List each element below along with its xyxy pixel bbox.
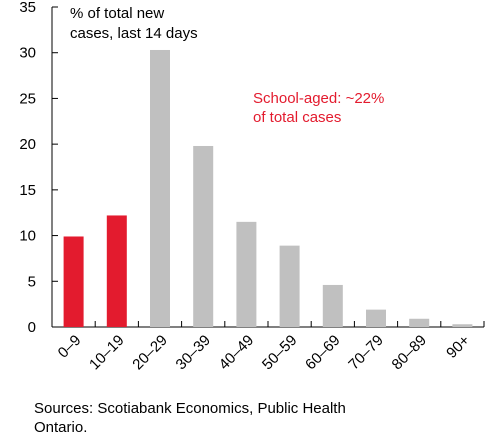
age-distribution-chart: 0 5 10 15 20 25 30 35 0–9 10–19 20–29 30–39 40–49 50–… [19, 0, 485, 374]
x-tick-label: 0–9 [55, 332, 85, 362]
annotation-line: School-aged: ~22% [253, 90, 384, 107]
source-note: Sources: Scotiabank Economics, Public He… [34, 399, 474, 437]
annotation-line: of total cases [253, 109, 341, 126]
y-tick-label: 30 [19, 45, 36, 62]
x-tick-label: 70–79 [345, 332, 387, 374]
bar-70–79 [366, 309, 386, 327]
y-tick-label: 5 [28, 273, 36, 290]
source-line-2: Ontario. [34, 419, 88, 436]
y-tick-label: 25 [19, 90, 36, 107]
bar-90+ [452, 324, 473, 327]
y-tick-label: 10 [19, 228, 36, 245]
unit-label-line: % of total new [70, 5, 164, 22]
bar-40–49 [236, 221, 257, 327]
x-tick-label: 10–19 [86, 332, 128, 374]
bar-0–9 [63, 236, 84, 327]
y-tick-label: 0 [28, 319, 36, 336]
x-tick-label: 20–29 [129, 332, 171, 374]
source-line-1: Sources: Scotiabank Economics, Public He… [34, 400, 346, 417]
x-tick-label: 80–89 [389, 332, 431, 374]
bar-10–19 [106, 215, 127, 327]
x-tick-label: 50–59 [259, 332, 301, 374]
x-tick-label: 90+ [443, 332, 473, 362]
x-tick-label: 60–69 [302, 332, 344, 374]
bar-30–39 [193, 145, 214, 327]
bar-20–29 [150, 49, 170, 327]
bar-80–89 [409, 318, 430, 327]
x-tick-label: 30–39 [173, 332, 215, 374]
y-tick-label: 15 [19, 182, 36, 199]
bar-60–69 [322, 284, 343, 327]
y-tick-label: 20 [19, 136, 36, 153]
bar-50–59 [279, 245, 300, 327]
x-tick-label: 40–49 [216, 332, 258, 374]
y-tick-label: 35 [19, 0, 36, 16]
unit-label-line: cases, last 14 days [70, 25, 198, 42]
